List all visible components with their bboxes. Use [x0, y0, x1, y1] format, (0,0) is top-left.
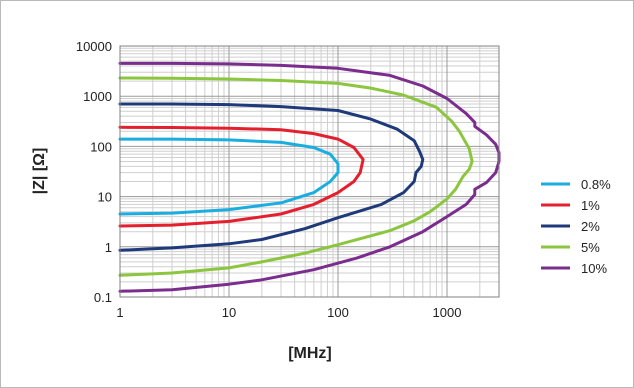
y-axis-label: |Z| [Ω] — [31, 148, 48, 195]
x-tick-label: 100 — [327, 305, 349, 320]
x-tick-label: 1 — [116, 305, 123, 320]
y-tick-label: 1000 — [83, 89, 112, 104]
series-line-1- — [118, 125, 365, 228]
y-tick-labels: 0.1 1 10 100 1000 10000 — [76, 39, 112, 305]
y-tick-label: 10000 — [76, 39, 112, 54]
plot-area-border — [119, 45, 500, 298]
y-tick-label: 1 — [105, 240, 112, 255]
legend-label: 10% — [581, 261, 607, 276]
series-line-5- — [118, 76, 474, 277]
x-tick-labels: 1 10 100 1000 — [116, 305, 461, 320]
series-line-2- — [118, 102, 425, 252]
legend: 0.8% 1% 2% 5% 10% — [541, 177, 611, 276]
legend-label: 5% — [581, 240, 600, 255]
x-tick-label: 1000 — [433, 305, 462, 320]
y-tick-label: 10 — [98, 190, 112, 205]
y-tick-label: 0.1 — [94, 290, 112, 305]
x-axis-label: [MHz] — [288, 345, 332, 362]
legend-label: 0.8% — [581, 177, 611, 192]
legend-label: 2% — [581, 219, 600, 234]
y-tick-label: 100 — [90, 139, 112, 154]
minor-grid — [120, 46, 500, 297]
series-line-0-8- — [118, 137, 340, 216]
x-tick-label: 10 — [222, 305, 236, 320]
legend-label: 1% — [581, 198, 600, 213]
